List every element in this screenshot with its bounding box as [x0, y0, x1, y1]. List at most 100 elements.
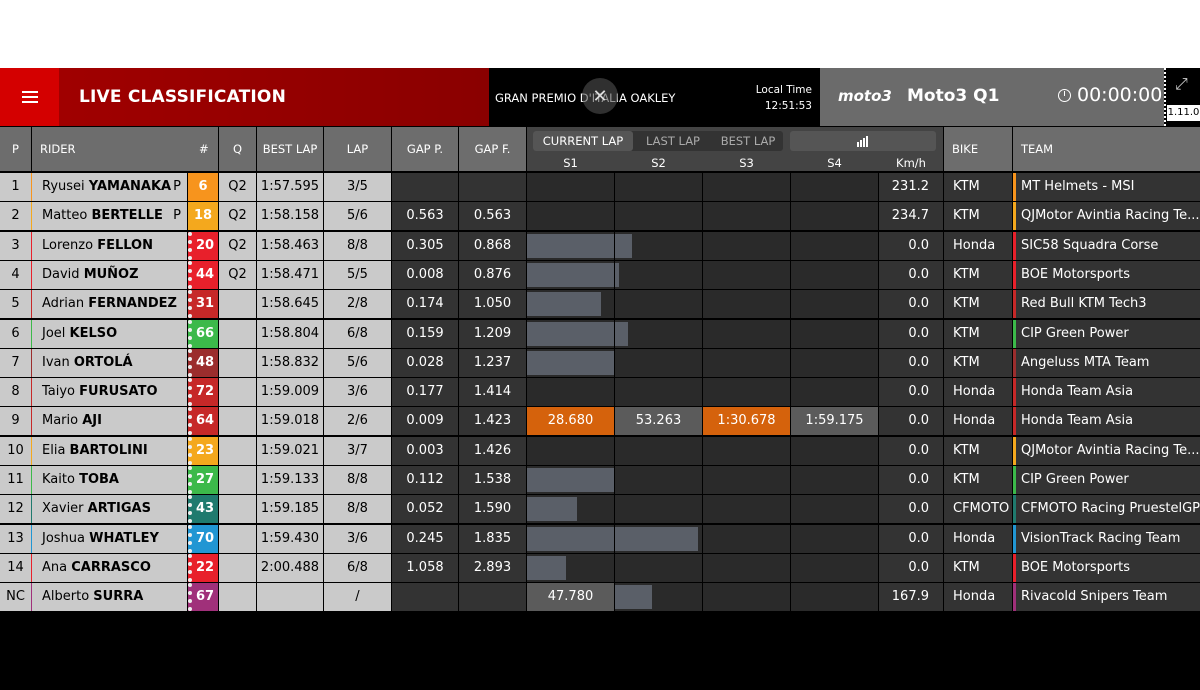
- lap-count: 2/8: [324, 290, 391, 319]
- gap-first: [459, 583, 526, 612]
- team-color-accent: [1013, 378, 1016, 407]
- close-icon[interactable]: ✕: [582, 78, 618, 114]
- gap-previous: 0.177: [392, 378, 458, 407]
- table-row[interactable]: 2 Matteo BERTELLE P 18 Q2 1:58.158 5/6 0.563 0.5…: [0, 202, 1200, 231]
- bike-brand: KTM: [944, 173, 1012, 201]
- table-row[interactable]: 4 David MUÑOZ 44 Q2 1:58.471 5/5 0.008 0.876 0.0…: [0, 260, 1200, 289]
- menu-button[interactable]: [0, 68, 59, 126]
- best-lap: 1:58.463: [257, 231, 323, 260]
- rider-name: Ana CARRASCO: [32, 553, 187, 582]
- sector-s1: 47.780: [527, 583, 614, 612]
- table-row[interactable]: 11 Kaito TOBA 27 1:59.133 8/8 0.112 1.538 0.0 KT…: [0, 466, 1200, 494]
- gap-previous: 0.003: [392, 436, 458, 465]
- q-status: [219, 495, 256, 524]
- sector-s1: [527, 553, 614, 582]
- q-status: [219, 553, 256, 582]
- team-color-accent: [1013, 348, 1016, 377]
- rider-last-name: CARRASCO: [71, 559, 151, 575]
- sector-s1: [527, 436, 614, 465]
- sector-s4: [791, 378, 878, 407]
- gap-first: [459, 173, 526, 201]
- rider-number: 48: [188, 348, 218, 377]
- table-row[interactable]: 3 Lorenzo FELLON 20 Q2 1:58.463 8/8 0.305 0.868…: [0, 231, 1200, 260]
- tab-last-lap[interactable]: LAST LAP: [646, 134, 700, 148]
- rider-name: Taiyo FURUSATO: [32, 378, 187, 407]
- sector-s3: [703, 378, 790, 407]
- rider-number: 67: [188, 583, 218, 612]
- rider-first-name: Adrian: [42, 296, 85, 312]
- top-blank-area: [0, 0, 1200, 68]
- rider-name: Xavier ARTIGAS: [32, 495, 187, 524]
- sector-s3: [703, 319, 790, 348]
- sector-s1: 28.680: [527, 407, 614, 436]
- q-status: Q2: [219, 260, 256, 289]
- lap-count: 5/5: [324, 260, 391, 289]
- col-bike: BIKE: [944, 127, 1012, 171]
- rider-last-name: FURUSATO: [79, 384, 158, 400]
- q-status: [219, 378, 256, 407]
- gap-previous: 0.563: [392, 202, 458, 231]
- speed-kmh: 0.0: [879, 319, 943, 348]
- table-row[interactable]: 5 Adrian FERNANDEZ 31 1:58.645 2/8 0.174 1.050…: [0, 290, 1200, 319]
- rider-last-name: FELLON: [97, 237, 153, 253]
- table-row[interactable]: 14 Ana CARRASCO 22 2:00.488 6/8 1.058 2.893 0.0…: [0, 553, 1200, 582]
- page-title: LIVE CLASSIFICATION: [79, 87, 287, 107]
- q-status: [219, 290, 256, 319]
- team-name: BOE Motorsports: [1013, 260, 1200, 289]
- sector-s1: [527, 319, 614, 348]
- table-row[interactable]: NC Alberto SURRA 67/47.780 167.9 Honda Rivaco…: [0, 583, 1200, 612]
- speed-kmh: 0.0: [879, 348, 943, 377]
- gap-previous: 1.058: [392, 553, 458, 582]
- sector-s4: [791, 583, 878, 612]
- team-color-accent: [1013, 524, 1016, 553]
- best-lap: 1:58.471: [257, 260, 323, 289]
- gap-previous: 0.052: [392, 495, 458, 524]
- q-status: [219, 466, 256, 494]
- col-kmh: Km/h: [879, 155, 943, 171]
- sector-s4: [791, 319, 878, 348]
- table-row[interactable]: 1 Ryusei YAMANAKA P 6 Q2 1:57.595 3/5 231.2 KTM M…: [0, 173, 1200, 201]
- position: 9: [0, 407, 31, 436]
- rider-name: Lorenzo FELLON: [32, 231, 187, 260]
- tabs-bar: CURRENT LAP LAST LAP BEST LAP: [533, 131, 783, 151]
- rider-last-name: BERTELLE: [91, 208, 163, 224]
- tab-current-lap[interactable]: CURRENT LAP: [533, 131, 633, 151]
- best-lap: [257, 583, 323, 612]
- table-row[interactable]: 10 Elia BARTOLINI 23 1:59.021 3/7 0.003 1.426 0…: [0, 436, 1200, 465]
- col-lap: LAP: [324, 127, 391, 171]
- position: 1: [0, 173, 31, 201]
- team-name: SIC58 Squadra Corse: [1013, 231, 1200, 260]
- chart-button[interactable]: [790, 131, 936, 151]
- sector-progress-bar: [615, 526, 698, 551]
- rider-number: 44: [188, 260, 218, 289]
- sector-s4: [791, 231, 878, 260]
- pit-indicator: P: [173, 208, 181, 224]
- gap-first: 1.835: [459, 524, 526, 553]
- table-row[interactable]: 6 Joel KELSO 66 1:58.804 6/8 0.159 1.209 0.0 KTM…: [0, 319, 1200, 348]
- rider-last-name: KELSO: [69, 325, 118, 341]
- table-row[interactable]: 8 Taiyo FURUSATO 72 1:59.009 3/6 0.177 1.414 0.…: [0, 378, 1200, 407]
- table-row[interactable]: 9 Mario AJI 64 1:59.018 2/6 0.009 1.423 28.680 5…: [0, 407, 1200, 436]
- table-row[interactable]: 13 Joshua WHATLEY 70 1:59.430 3/6 0.245 1.835 0…: [0, 524, 1200, 553]
- bike-brand: KTM: [944, 202, 1012, 231]
- expand-icon: ⤢: [1175, 74, 1188, 93]
- speed-kmh: 167.9: [879, 583, 943, 612]
- rider-last-name: MUÑOZ: [83, 266, 139, 282]
- rider-name: Joel KELSO: [32, 319, 187, 348]
- sector-s4: [791, 173, 878, 201]
- sector-s4: [791, 290, 878, 319]
- sector-s4: [791, 202, 878, 231]
- table-row[interactable]: 7 Ivan ORTOLÁ 48 1:58.832 5/6 0.028 1.237 0.0 KT…: [0, 348, 1200, 377]
- rider-first-name: David: [42, 266, 80, 282]
- gap-previous: 0.112: [392, 466, 458, 494]
- tab-best-lap[interactable]: BEST LAP: [720, 134, 776, 148]
- table-row[interactable]: 12 Xavier ARTIGAS 43 1:59.185 8/8 0.052 1.590 0…: [0, 495, 1200, 524]
- best-lap: 1:59.009: [257, 378, 323, 407]
- col-gap-f: GAP F.: [459, 127, 526, 171]
- gap-first: 1.426: [459, 436, 526, 465]
- gap-previous: [392, 173, 458, 201]
- sector-s4: [791, 495, 878, 524]
- sector-s2: [615, 378, 702, 407]
- session-block: moto3 Moto3 Q1 00:00:00: [820, 68, 1164, 126]
- rider-last-name: TOBA: [79, 472, 119, 487]
